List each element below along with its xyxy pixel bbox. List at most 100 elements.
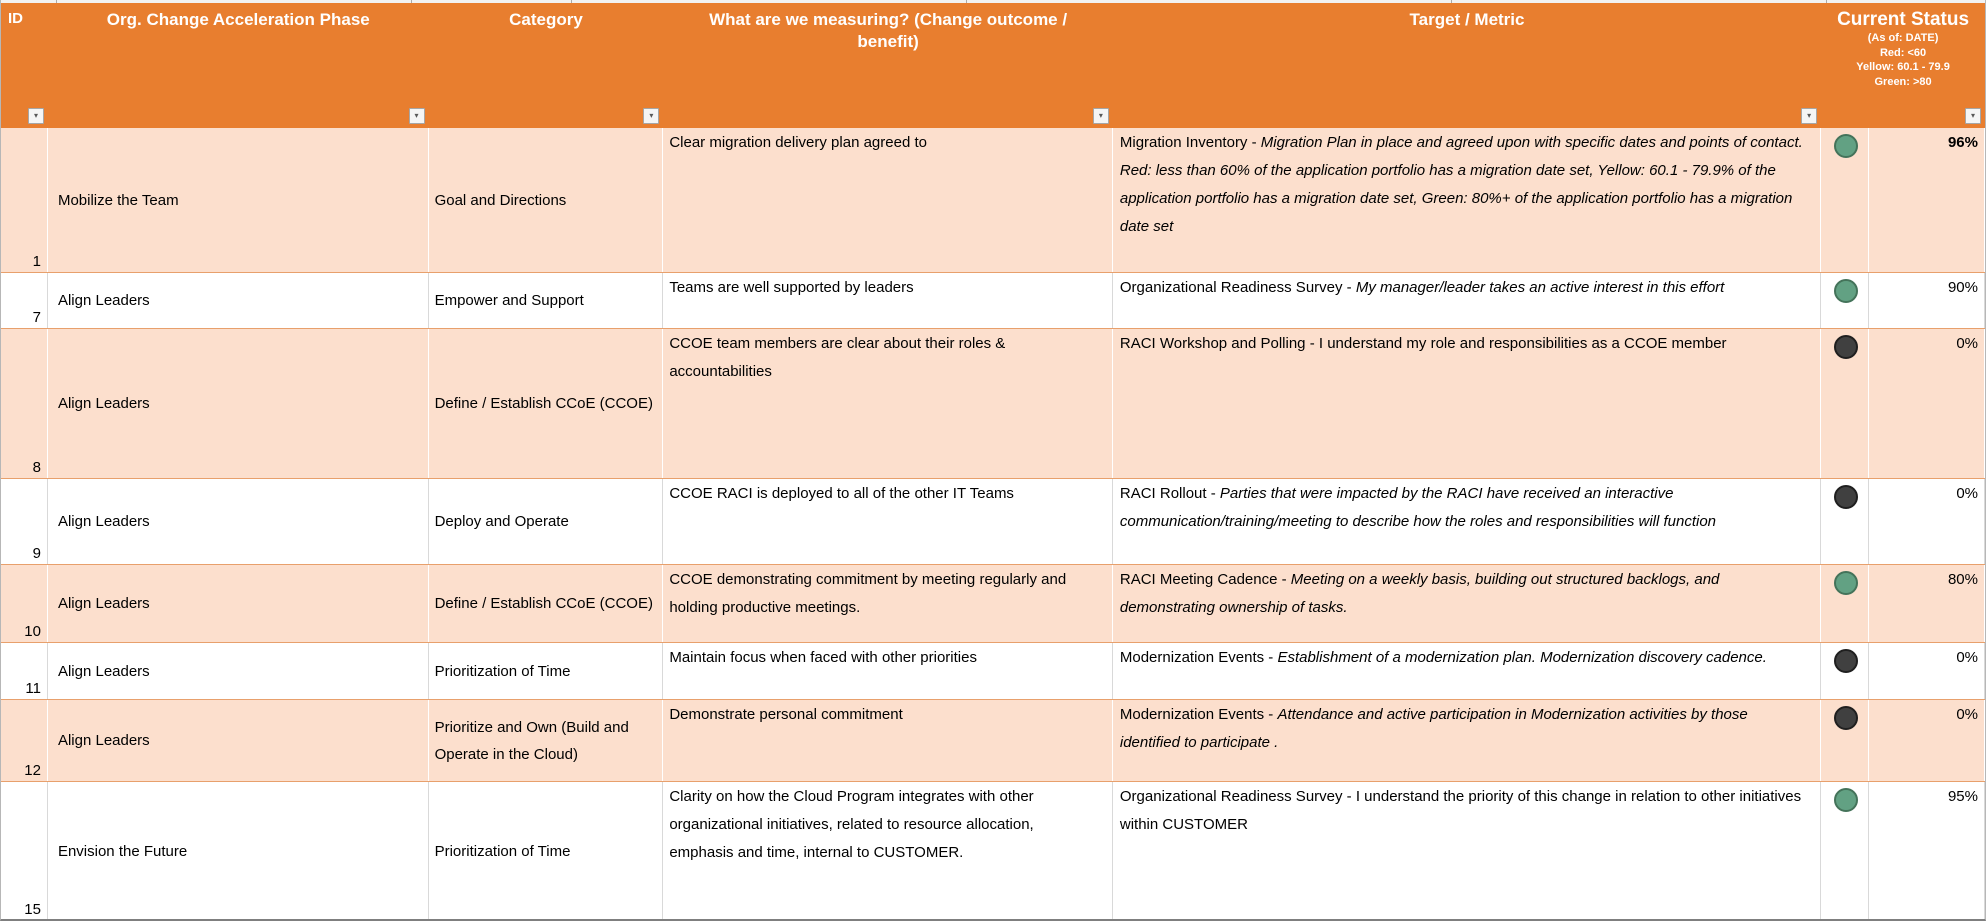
cell-percent[interactable]: 95% xyxy=(1869,782,1985,919)
cell-target-metric[interactable]: Modernization Events - Establishment of … xyxy=(1113,643,1822,699)
status-circle-icon xyxy=(1834,335,1859,359)
cell-category[interactable]: Deploy and Operate xyxy=(429,479,664,564)
cell-status-indicator[interactable] xyxy=(1821,273,1870,328)
cell-id[interactable]: 11 xyxy=(1,643,48,699)
cell-target-metric[interactable]: RACI Meeting Cadence - Meeting on a week… xyxy=(1113,565,1822,642)
cell-percent[interactable]: 96% xyxy=(1869,128,1985,272)
target-metric-detail: Migration Plan in place and agreed upon … xyxy=(1119,134,1803,235)
cell-status-indicator[interactable] xyxy=(1821,643,1870,699)
cell-percent[interactable]: 0% xyxy=(1869,700,1985,781)
category-text: Define / Establish CCoE (CCOE) xyxy=(434,395,653,412)
cell-phase[interactable]: Mobilize the Team xyxy=(48,128,429,272)
header-measuring[interactable]: What are we measuring? (Change outcome /… xyxy=(663,3,1113,128)
cell-phase[interactable]: Align Leaders xyxy=(48,565,429,642)
cell-percent[interactable]: 0% xyxy=(1869,329,1985,478)
cell-id[interactable]: 9 xyxy=(1,479,48,564)
target-metric-detail: I understand the priority of this change… xyxy=(1119,788,1802,833)
cell-measuring[interactable]: Teams are well supported by leaders xyxy=(663,273,1113,328)
phase-text: Align Leaders xyxy=(57,662,150,680)
cell-phase[interactable]: Align Leaders xyxy=(48,479,429,564)
cell-phase[interactable]: Align Leaders xyxy=(48,329,429,478)
filter-button-status[interactable]: ▾ xyxy=(1964,108,1981,124)
table-row: 9 Align Leaders Deploy and Operate CCOE … xyxy=(1,479,1985,565)
cell-percent[interactable]: 0% xyxy=(1869,643,1985,699)
filter-arrow-icon: ▾ xyxy=(414,111,419,120)
cell-status-indicator[interactable] xyxy=(1821,565,1870,642)
cell-phase[interactable]: Align Leaders xyxy=(48,643,429,699)
status-circle-icon xyxy=(1834,279,1859,303)
cell-id[interactable]: 12 xyxy=(1,700,48,781)
cell-target-metric[interactable]: RACI Workshop and Polling - I understand… xyxy=(1113,329,1822,478)
status-circle-icon xyxy=(1834,485,1859,509)
header-category[interactable]: Category ▾ xyxy=(429,3,664,128)
target-metric-detail: I understand my role and responsibilitie… xyxy=(1318,335,1727,352)
cell-category[interactable]: Define / Establish CCoE (CCOE) xyxy=(429,329,664,478)
cell-target-metric[interactable]: Migration Inventory - Migration Plan in … xyxy=(1113,128,1822,272)
cell-category[interactable]: Define / Establish CCoE (CCOE) xyxy=(429,565,664,642)
cell-status-indicator[interactable] xyxy=(1821,479,1870,564)
cell-id[interactable]: 1 xyxy=(1,128,48,272)
cell-measuring[interactable]: Clarity on how the Cloud Program integra… xyxy=(663,782,1113,919)
cell-phase[interactable]: Align Leaders xyxy=(48,273,429,328)
cell-percent[interactable]: 90% xyxy=(1869,273,1985,328)
phase-text: Align Leaders xyxy=(57,595,150,612)
cell-status-indicator[interactable] xyxy=(1821,782,1870,919)
cell-measuring[interactable]: Clear migration delivery plan agreed to xyxy=(663,128,1113,272)
cell-id[interactable]: 7 xyxy=(1,273,48,328)
cell-measuring[interactable]: Demonstrate personal commitment xyxy=(663,700,1113,781)
target-metric-detail: Meeting on a weekly basis, building out … xyxy=(1119,571,1720,616)
cell-target-metric[interactable]: RACI Rollout - Parties that were impacte… xyxy=(1113,479,1822,564)
table-row: 12 Align Leaders Prioritize and Own (Bui… xyxy=(1,700,1985,782)
header-id-label: ID xyxy=(8,10,23,27)
cell-phase[interactable]: Align Leaders xyxy=(48,700,429,781)
target-metric-name: RACI Meeting Cadence - xyxy=(1119,571,1291,588)
cell-measuring[interactable]: CCOE RACI is deployed to all of the othe… xyxy=(663,479,1113,564)
filter-arrow-icon: ▾ xyxy=(33,111,38,120)
cell-category[interactable]: Goal and Directions xyxy=(429,128,664,272)
cell-category[interactable]: Prioritization of Time xyxy=(429,643,664,699)
header-current-status[interactable]: Current Status (As of: DATE) Red: <60 Ye… xyxy=(1821,3,1985,128)
category-text: Empower and Support xyxy=(434,292,584,309)
cell-measuring[interactable]: CCOE demonstrating commitment by meeting… xyxy=(663,565,1113,642)
category-text: Deploy and Operate xyxy=(434,513,569,530)
header-phase-label: Org. Change Acceleration Phase xyxy=(106,10,370,29)
filter-button-target[interactable]: ▾ xyxy=(1801,108,1818,124)
filter-button-category[interactable]: ▾ xyxy=(643,108,660,124)
cell-target-metric[interactable]: Organizational Readiness Survey - I unde… xyxy=(1113,782,1822,919)
category-text: Prioritization of Time xyxy=(434,842,571,860)
cell-id[interactable]: 8 xyxy=(1,329,48,478)
status-legend-red: Red: <60 xyxy=(1879,46,1927,59)
cell-target-metric[interactable]: Modernization Events - Attendance and ac… xyxy=(1113,700,1822,781)
phase-text: Envision the Future xyxy=(57,842,188,860)
cell-status-indicator[interactable] xyxy=(1821,700,1870,781)
filter-button-id[interactable]: ▾ xyxy=(27,108,44,124)
cell-category[interactable]: Prioritize and Own (Build and Operate in… xyxy=(429,700,664,781)
status-legend-green: Green: >80 xyxy=(1874,75,1932,88)
target-metric-name: Modernization Events - xyxy=(1119,706,1278,723)
target-metric-name: RACI Rollout - xyxy=(1119,485,1220,502)
current-status-asof: (As of: DATE) xyxy=(1867,32,1939,44)
cell-measuring[interactable]: Maintain focus when faced with other pri… xyxy=(663,643,1113,699)
header-target-metric[interactable]: Target / Metric ▾ xyxy=(1113,3,1821,128)
table-row: 10 Align Leaders Define / Establish CCoE… xyxy=(1,565,1985,643)
cell-target-metric[interactable]: Organizational Readiness Survey - My man… xyxy=(1113,273,1822,328)
cell-category[interactable]: Prioritization of Time xyxy=(429,782,664,919)
header-phase[interactable]: Org. Change Acceleration Phase ▾ xyxy=(48,3,429,128)
filter-arrow-icon: ▾ xyxy=(649,111,654,120)
cell-status-indicator[interactable] xyxy=(1821,329,1870,478)
cell-percent[interactable]: 80% xyxy=(1869,565,1985,642)
filter-button-phase[interactable]: ▾ xyxy=(408,108,425,124)
cell-percent[interactable]: 0% xyxy=(1869,479,1985,564)
cell-category[interactable]: Empower and Support xyxy=(429,273,664,328)
filter-button-measuring[interactable]: ▾ xyxy=(1092,108,1109,124)
target-metric-detail: My manager/leader takes an active intere… xyxy=(1355,279,1725,296)
header-id[interactable]: ID ▾ xyxy=(1,3,48,128)
header-measuring-label: What are we measuring? (Change outcome /… xyxy=(709,10,1068,51)
cell-measuring[interactable]: CCOE team members are clear about their … xyxy=(663,329,1113,478)
status-circle-icon xyxy=(1834,649,1859,673)
cell-id[interactable]: 15 xyxy=(1,782,48,919)
cell-id[interactable]: 10 xyxy=(1,565,48,642)
cell-status-indicator[interactable] xyxy=(1821,128,1870,272)
cell-phase[interactable]: Envision the Future xyxy=(48,782,429,919)
